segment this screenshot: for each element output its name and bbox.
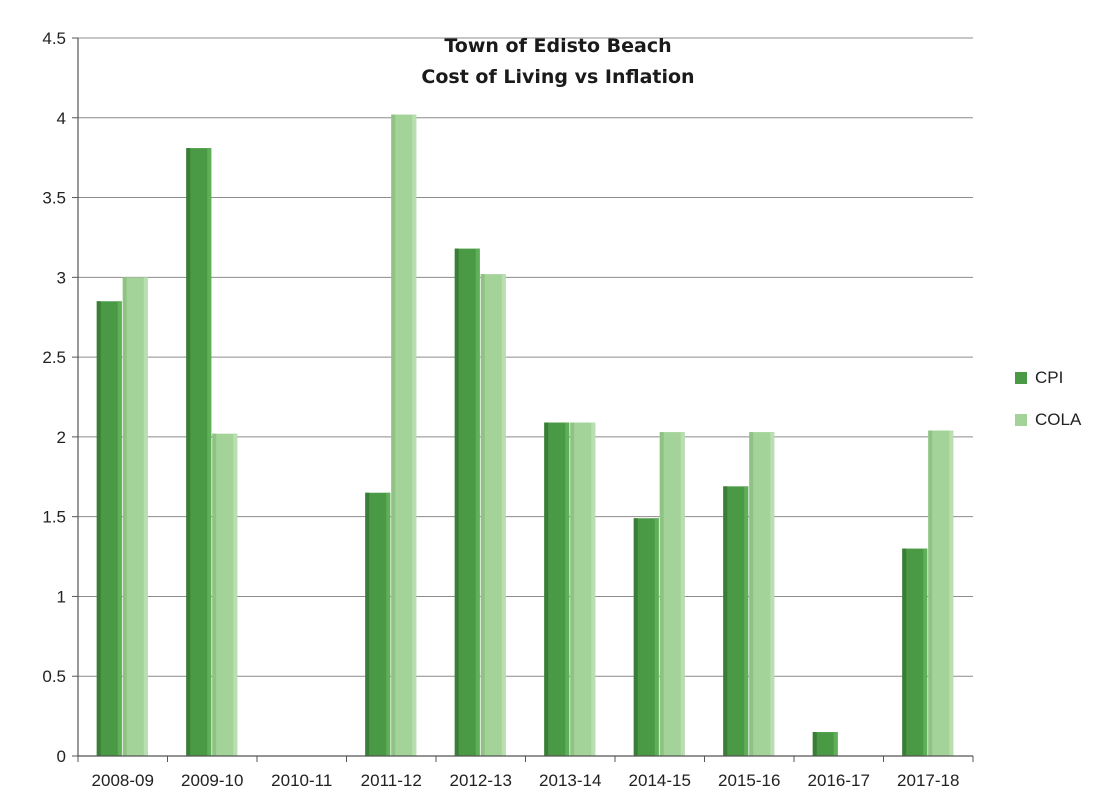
bar-shade-right xyxy=(770,432,775,756)
bar-shade-left xyxy=(570,422,575,756)
bar-shade-left xyxy=(454,248,459,756)
bar-cola-2011-12 xyxy=(391,114,417,756)
bar-shade-left xyxy=(391,114,396,756)
bar-shade-left xyxy=(544,422,549,756)
y-axis-tick-labels: 0 0.5 1 1.5 2 2.5 3 3.5 4 4.5 xyxy=(42,29,66,766)
y-tick-label: 3 xyxy=(57,268,66,287)
bar-shade-left xyxy=(659,432,664,756)
bar-cpi-2012-13 xyxy=(454,248,480,756)
bar-shade-right xyxy=(565,422,570,756)
bar-shade-left xyxy=(212,433,217,756)
bar-shade-right xyxy=(143,277,148,756)
bar-shade-left xyxy=(633,518,638,756)
legend-label-cpi: CPI xyxy=(1035,368,1063,387)
x-tick-label: 2017-18 xyxy=(897,771,959,790)
y-tick-label: 4 xyxy=(57,109,66,128)
axes xyxy=(72,37,974,762)
legend-swatch-cpi xyxy=(1015,372,1027,384)
x-tick-label: 2011-12 xyxy=(361,771,422,790)
bar-cpi-2014-15 xyxy=(633,518,659,756)
bar-shade-left xyxy=(749,432,754,756)
x-tick-label: 2014-15 xyxy=(629,771,691,790)
y-tick-label: 0.5 xyxy=(42,667,66,686)
bar-shade-right xyxy=(833,732,838,756)
x-tick-label: 2008-09 xyxy=(92,771,154,790)
bar-shade-left xyxy=(480,274,485,756)
bar-cpi-2013-14 xyxy=(544,422,570,756)
x-tick-label: 2016-17 xyxy=(808,771,870,790)
bar-cola-2008-09 xyxy=(122,277,148,756)
x-tick-label: 2013-14 xyxy=(539,771,601,790)
bar-shade-right xyxy=(207,148,212,757)
bar-shade-left xyxy=(902,548,907,756)
bar-cpi-2015-16 xyxy=(723,486,749,756)
bar-shade-right xyxy=(117,301,122,756)
x-tick-label: 2010-11 xyxy=(271,771,332,790)
bar-cola-2014-15 xyxy=(659,432,685,756)
bar-shade-right xyxy=(949,430,954,756)
bar-cola-2013-14 xyxy=(570,422,596,756)
bar-shade-right xyxy=(501,274,506,756)
y-tick-label: 1 xyxy=(57,587,66,606)
x-tick-label: 2015-16 xyxy=(718,771,780,790)
bar-shade-right xyxy=(591,422,596,756)
chart-subtitle: Cost of Living vs Inflation xyxy=(421,66,694,88)
bar-groups xyxy=(96,114,954,757)
y-tick-label: 4.5 xyxy=(42,29,66,48)
bar-cola-2015-16 xyxy=(749,432,775,756)
bar-shade-right xyxy=(654,518,659,756)
bar-cpi-2016-17 xyxy=(812,732,838,756)
bar-shade-right xyxy=(233,433,238,756)
bar-cpi-2009-10 xyxy=(186,148,212,757)
bar-cola-2017-18 xyxy=(928,430,954,756)
bar-shade-left xyxy=(365,492,370,756)
y-tick-label: 2.5 xyxy=(42,348,66,367)
x-axis-tick-labels: 2008-09 2009-10 2010-11 2011-12 2012-13 2013-… xyxy=(92,771,960,790)
bar-shade-right xyxy=(386,492,391,756)
chart-title: Town of Edisto Beach xyxy=(444,35,671,57)
x-tick-label: 2012-13 xyxy=(450,771,512,790)
bar-shade-left xyxy=(723,486,728,756)
bar-shade-left xyxy=(96,301,101,756)
y-tick-label: 0 xyxy=(57,747,66,766)
bar-shade-left xyxy=(928,430,933,756)
y-tick-label: 1.5 xyxy=(42,508,66,527)
bar-shade-right xyxy=(923,548,928,756)
legend: CPI COLA xyxy=(1015,368,1082,429)
x-tick-label: 2009-10 xyxy=(181,771,243,790)
bar-shade-right xyxy=(475,248,480,756)
bar-shade-left xyxy=(812,732,817,756)
legend-label-cola: COLA xyxy=(1035,410,1082,429)
y-tick-label: 2 xyxy=(57,428,66,447)
bar-cpi-2008-09 xyxy=(96,301,122,756)
y-tick-label: 3.5 xyxy=(42,189,66,208)
bar-shade-right xyxy=(680,432,685,756)
bar-cola-2012-13 xyxy=(480,274,506,756)
bar-shade-right xyxy=(744,486,749,756)
bar-shade-left xyxy=(186,148,191,757)
bar-cpi-2011-12 xyxy=(365,492,391,756)
bar-cpi-2017-18 xyxy=(902,548,928,756)
legend-swatch-cola xyxy=(1015,414,1027,426)
bar-shade-right xyxy=(412,114,417,756)
bar-shade-left xyxy=(122,277,127,756)
bar-cola-2009-10 xyxy=(212,433,238,756)
